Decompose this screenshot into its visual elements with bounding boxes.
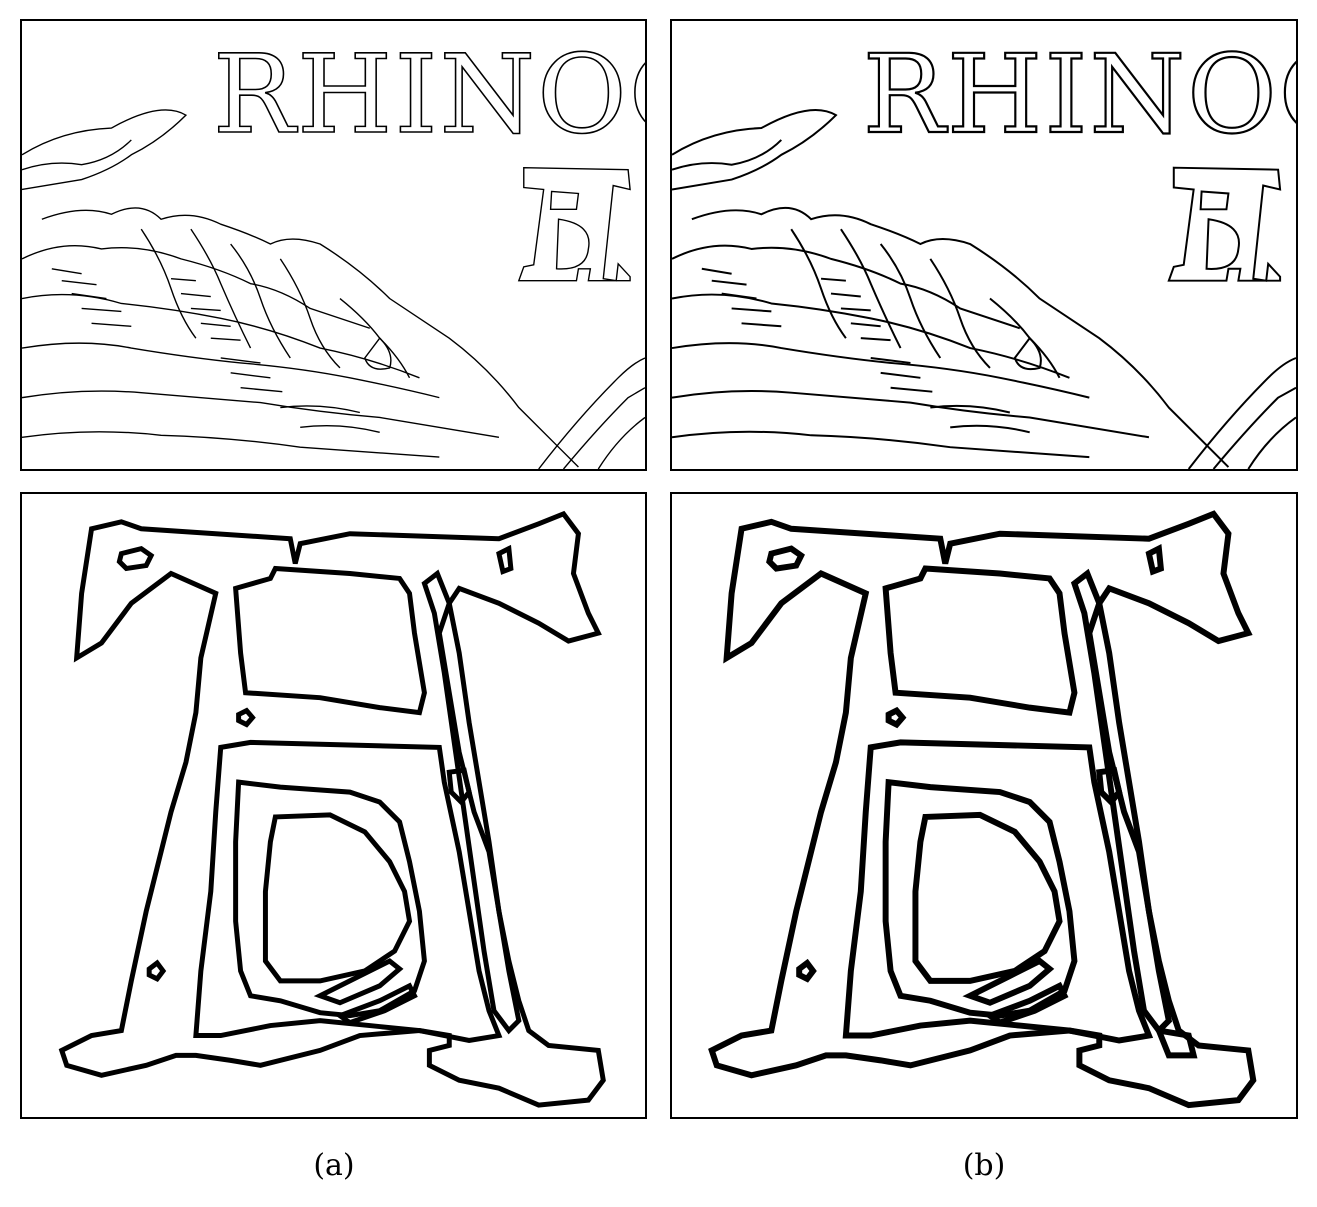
mountain-contours [22, 109, 645, 469]
inscription-outline: RHINOC [862, 30, 1296, 159]
mountain-contours [672, 109, 1296, 469]
panel-b-top-edge-map: RHINOC [670, 19, 1298, 471]
caption-a: (a) [313, 1148, 355, 1183]
caption-b: (b) [962, 1148, 1006, 1183]
edge-map-engraving-a: RHINOC [22, 30, 645, 469]
monogram-outline [58, 510, 606, 1108]
monogram-small-outline [1167, 166, 1282, 282]
monogram-outline [708, 510, 1257, 1109]
panel-b-bottom-monogram [670, 492, 1298, 1119]
monogram-small-outline [517, 166, 631, 282]
panel-a-bottom-monogram [20, 492, 647, 1119]
panel-a-top-edge-map: RHINOC [20, 19, 647, 471]
inscription-text: RHINOC [213, 31, 645, 158]
inscription-text: RHINOC [863, 31, 1296, 158]
edge-map-engraving-b: RHINOC [672, 30, 1296, 469]
inscription-outline: RHINOC [212, 30, 645, 158]
monogram-edge-map-b [708, 510, 1257, 1109]
monogram-edge-map-a [58, 510, 606, 1108]
